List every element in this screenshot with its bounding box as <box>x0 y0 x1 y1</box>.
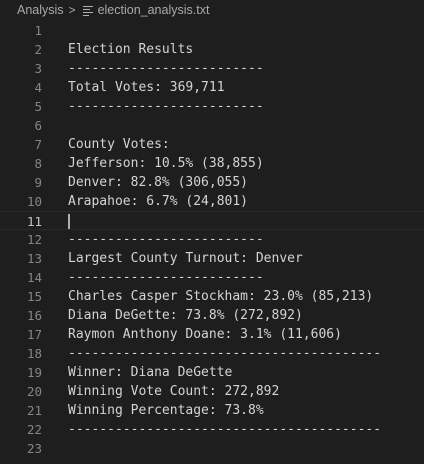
editor-line[interactable]: 8 Jefferson: 10.5% (38,855) <box>0 154 424 173</box>
line-text: Diana DeGette: 73.8% (272,892) <box>68 308 303 323</box>
line-text: ------------------------- <box>68 270 264 285</box>
line-text: County Votes: <box>68 137 170 152</box>
breadcrumb-file[interactable]: election_analysis.txt <box>97 3 210 17</box>
line-text: Arapahoe: 6.7% (24,801) <box>68 194 249 209</box>
line-number: 12 <box>26 232 42 247</box>
editor-line[interactable]: 19 Winner: Diana DeGette <box>0 363 424 382</box>
editor-line[interactable]: 14 ------------------------- <box>0 268 424 287</box>
line-number: 1 <box>34 23 42 38</box>
editor-line[interactable]: 21 Winning Percentage: 73.8% <box>0 401 424 420</box>
text-cursor <box>68 214 70 229</box>
line-text: Jefferson: 10.5% (38,855) <box>68 156 264 171</box>
editor-line[interactable]: 5 ------------------------- <box>0 97 424 116</box>
line-text: Winning Vote Count: 272,892 <box>68 384 280 399</box>
line-text: Charles Casper Stockham: 23.0% (85,213) <box>68 289 374 304</box>
editor-line[interactable]: 17 Raymon Anthony Doane: 3.1% (11,606) <box>0 325 424 344</box>
line-number: 23 <box>26 441 42 456</box>
editor-line[interactable]: 2 Election Results <box>0 40 424 59</box>
line-number: 10 <box>26 194 42 209</box>
editor-line[interactable]: 7 County Votes: <box>0 135 424 154</box>
line-number: 3 <box>34 61 42 76</box>
line-number: 20 <box>26 384 42 399</box>
line-text: ---------------------------------------- <box>68 346 382 361</box>
editor-line[interactable]: 11 <box>0 211 424 230</box>
editor-line[interactable]: 1 <box>0 21 424 40</box>
line-number: 14 <box>26 270 42 285</box>
line-number: 15 <box>26 289 42 304</box>
line-number: 13 <box>26 251 42 266</box>
editor-line[interactable]: 12 ------------------------- <box>0 230 424 249</box>
line-number: 17 <box>26 327 42 342</box>
editor-line[interactable]: 16 Diana DeGette: 73.8% (272,892) <box>0 306 424 325</box>
text-file-icon <box>82 5 93 16</box>
editor-line[interactable]: 20 Winning Vote Count: 272,892 <box>0 382 424 401</box>
line-number: 22 <box>26 422 42 437</box>
breadcrumb: Analysis > election_analysis.txt <box>0 0 424 20</box>
line-text: ---------------------------------------- <box>68 422 382 437</box>
line-text: Total Votes: 369,711 <box>68 80 225 95</box>
line-number: 5 <box>34 99 42 114</box>
line-text: Largest County Turnout: Denver <box>68 251 303 266</box>
line-text: ------------------------- <box>68 232 264 247</box>
editor-line[interactable]: 23 <box>0 439 424 458</box>
editor-line[interactable]: 6 <box>0 116 424 135</box>
line-number: 4 <box>34 80 42 95</box>
code-editor[interactable]: 1 2 Election Results 3 ---------------------… <box>0 20 424 464</box>
line-text: Winner: Diana DeGette <box>68 365 233 380</box>
editor-line[interactable]: 4 Total Votes: 369,711 <box>0 78 424 97</box>
line-number: 19 <box>26 365 42 380</box>
line-number: 7 <box>34 137 42 152</box>
editor-line[interactable]: 15 Charles Casper Stockham: 23.0% (85,213… <box>0 287 424 306</box>
line-text: Election Results <box>68 42 194 57</box>
line-number: 2 <box>34 42 42 57</box>
line-text: ------------------------- <box>68 99 264 114</box>
line-number: 18 <box>26 346 42 361</box>
line-text: Raymon Anthony Doane: 3.1% (11,606) <box>68 327 342 342</box>
line-number: 6 <box>34 118 42 133</box>
line-number: 8 <box>34 156 42 171</box>
line-number: 11 <box>26 214 42 229</box>
line-number: 21 <box>26 403 42 418</box>
editor-line[interactable]: 3 ------------------------- <box>0 59 424 78</box>
line-text: ------------------------- <box>68 61 264 76</box>
editor-line[interactable]: 18 --------------------------------------… <box>0 344 424 363</box>
editor-line[interactable]: 9 Denver: 82.8% (306,055) <box>0 173 424 192</box>
line-text: Denver: 82.8% (306,055) <box>68 175 249 190</box>
breadcrumb-separator: > <box>68 3 76 17</box>
line-number: 16 <box>26 308 42 323</box>
line-text: Winning Percentage: 73.8% <box>68 403 264 418</box>
editor-line[interactable]: 22 --------------------------------------… <box>0 420 424 439</box>
editor-line[interactable]: 10 Arapahoe: 6.7% (24,801) <box>0 192 424 211</box>
breadcrumb-folder[interactable]: Analysis <box>17 3 64 17</box>
line-number: 9 <box>34 175 42 190</box>
editor-line[interactable]: 13 Largest County Turnout: Denver <box>0 249 424 268</box>
